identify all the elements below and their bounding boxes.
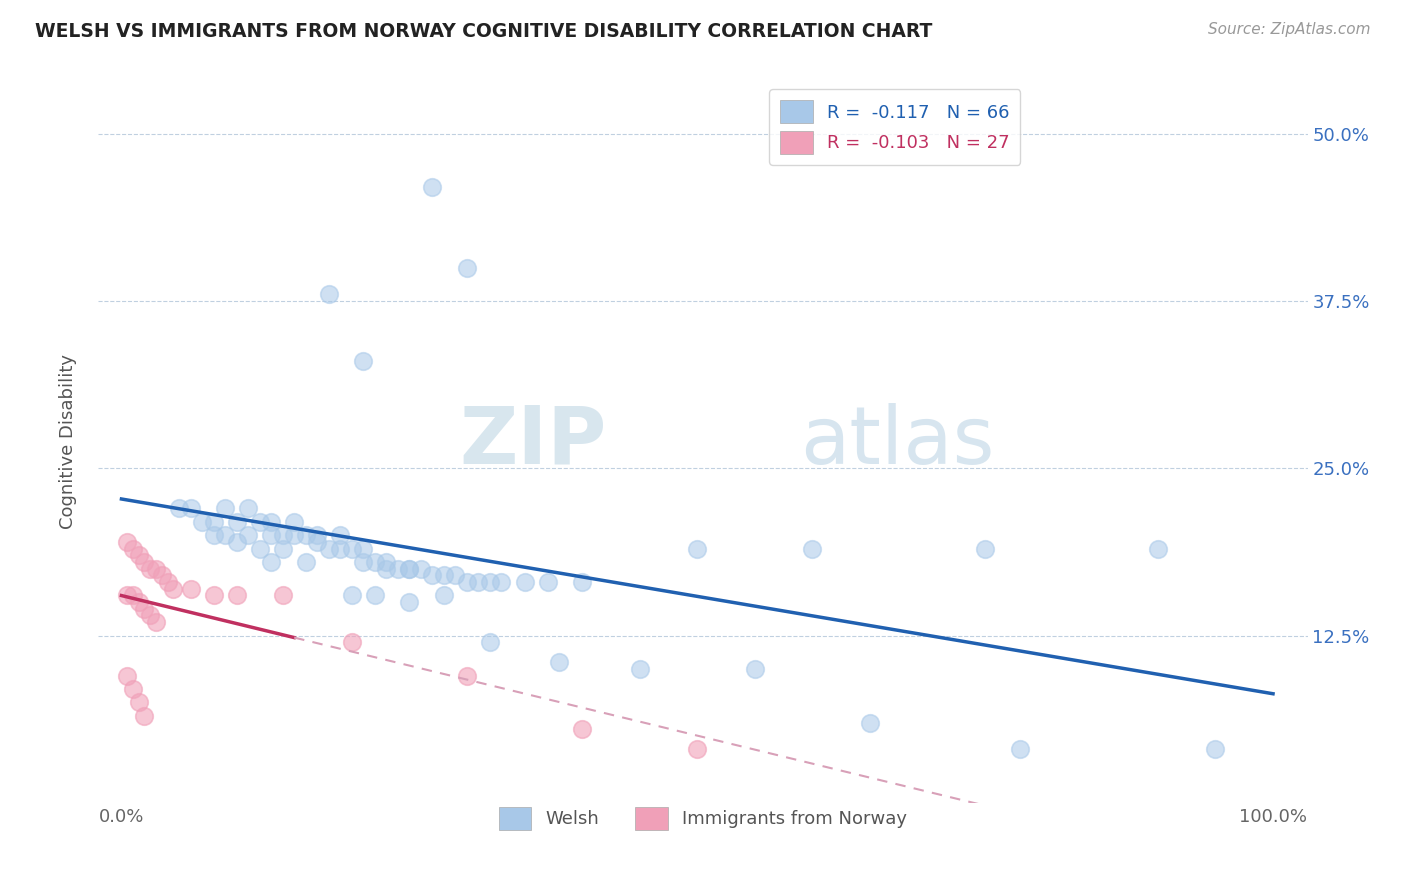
- Y-axis label: Cognitive Disability: Cognitive Disability: [59, 354, 77, 529]
- Point: [260, 555, 283, 569]
- Point: [364, 555, 387, 569]
- Point: [225, 589, 247, 603]
- Point: [375, 562, 398, 576]
- Point: [162, 582, 184, 596]
- Point: [467, 575, 489, 590]
- Point: [249, 515, 271, 529]
- Text: ZIP: ZIP: [458, 402, 606, 481]
- Point: [180, 582, 202, 596]
- Point: [409, 562, 432, 576]
- Text: WELSH VS IMMIGRANTS FROM NORWAY COGNITIVE DISABILITY CORRELATION CHART: WELSH VS IMMIGRANTS FROM NORWAY COGNITIV…: [35, 22, 932, 41]
- Point: [128, 595, 150, 609]
- Point: [398, 595, 420, 609]
- Point: [340, 589, 363, 603]
- Point: [128, 696, 150, 710]
- Point: [139, 562, 162, 576]
- Point: [225, 534, 247, 549]
- Point: [513, 575, 536, 590]
- Point: [260, 528, 283, 542]
- Point: [859, 715, 882, 730]
- Point: [134, 602, 156, 616]
- Point: [318, 287, 340, 301]
- Point: [283, 515, 305, 529]
- Point: [307, 534, 329, 549]
- Point: [329, 541, 352, 556]
- Point: [1204, 742, 1226, 756]
- Point: [134, 708, 156, 723]
- Point: [398, 562, 420, 576]
- Point: [352, 555, 374, 569]
- Point: [571, 723, 593, 737]
- Point: [364, 589, 387, 603]
- Point: [202, 515, 225, 529]
- Point: [122, 681, 145, 696]
- Point: [156, 575, 179, 590]
- Point: [122, 541, 145, 556]
- Point: [444, 568, 467, 582]
- Text: atlas: atlas: [800, 402, 994, 481]
- Point: [375, 555, 398, 569]
- Point: [122, 589, 145, 603]
- Point: [202, 589, 225, 603]
- Point: [236, 528, 259, 542]
- Legend: Welsh, Immigrants from Norway: Welsh, Immigrants from Norway: [492, 799, 914, 837]
- Point: [352, 541, 374, 556]
- Point: [225, 515, 247, 529]
- Point: [271, 589, 294, 603]
- Point: [628, 662, 651, 676]
- Point: [398, 562, 420, 576]
- Point: [294, 555, 316, 569]
- Point: [283, 528, 305, 542]
- Point: [134, 555, 156, 569]
- Point: [115, 669, 138, 683]
- Point: [548, 655, 571, 669]
- Point: [271, 541, 294, 556]
- Point: [433, 589, 456, 603]
- Point: [456, 575, 478, 590]
- Point: [422, 568, 444, 582]
- Point: [294, 528, 316, 542]
- Point: [456, 669, 478, 683]
- Point: [478, 635, 501, 649]
- Point: [456, 260, 478, 275]
- Point: [115, 534, 138, 549]
- Point: [180, 501, 202, 516]
- Point: [191, 515, 214, 529]
- Point: [478, 575, 501, 590]
- Point: [128, 548, 150, 563]
- Point: [214, 501, 236, 516]
- Point: [145, 615, 167, 630]
- Point: [115, 589, 138, 603]
- Point: [744, 662, 766, 676]
- Point: [536, 575, 558, 590]
- Point: [974, 541, 997, 556]
- Point: [167, 501, 190, 516]
- Point: [422, 180, 444, 194]
- Point: [329, 528, 352, 542]
- Point: [249, 541, 271, 556]
- Point: [1147, 541, 1170, 556]
- Point: [214, 528, 236, 542]
- Point: [271, 528, 294, 542]
- Point: [150, 568, 173, 582]
- Point: [260, 515, 283, 529]
- Point: [433, 568, 456, 582]
- Point: [801, 541, 824, 556]
- Point: [352, 354, 374, 368]
- Point: [340, 541, 363, 556]
- Point: [686, 742, 709, 756]
- Point: [307, 528, 329, 542]
- Point: [318, 541, 340, 556]
- Point: [202, 528, 225, 542]
- Point: [491, 575, 513, 590]
- Point: [387, 562, 409, 576]
- Point: [340, 635, 363, 649]
- Point: [571, 575, 593, 590]
- Point: [1008, 742, 1031, 756]
- Point: [236, 501, 259, 516]
- Point: [145, 562, 167, 576]
- Text: Source: ZipAtlas.com: Source: ZipAtlas.com: [1208, 22, 1371, 37]
- Point: [139, 608, 162, 623]
- Point: [686, 541, 709, 556]
